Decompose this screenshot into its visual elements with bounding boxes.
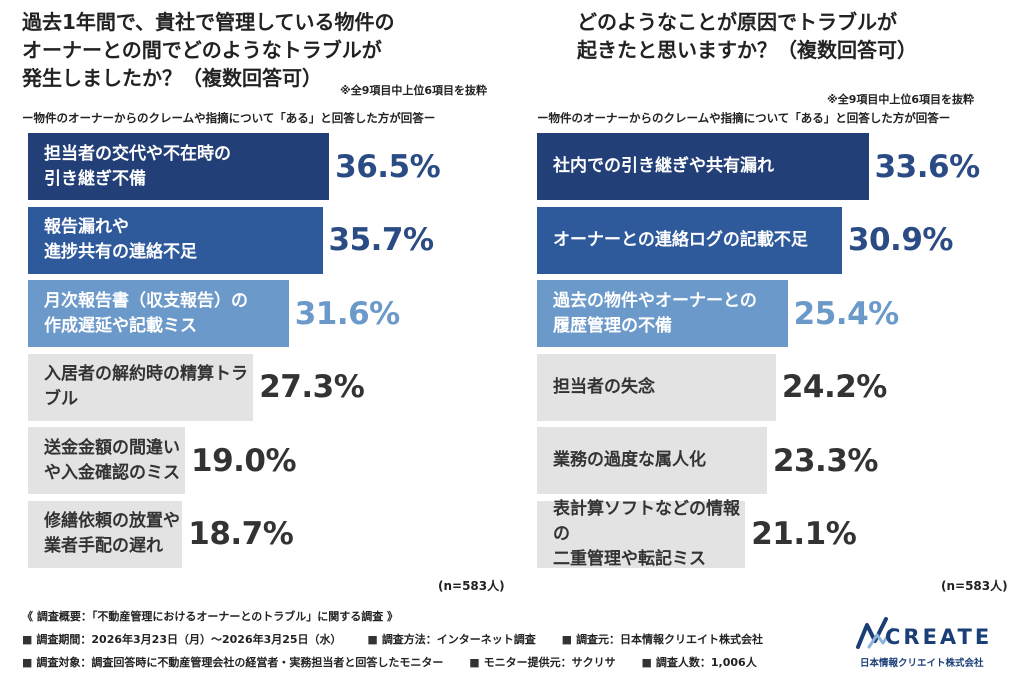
bar-6: 表計算ソフトなどの情報の 二重管理や転記ミス [537,499,746,569]
bar-value-label: 21.1% [751,516,857,552]
bar-value-label: 27.3% [259,369,365,405]
logo-wordmark: CREATE [885,625,993,649]
bar-label: 過去の物件やオーナーとの 履歴管理の不備 [553,290,757,336]
bar-1: 社内での引き継ぎや共有漏れ [537,133,869,200]
bar-value-label: 35.7% [328,222,435,258]
survey-period: 調査期間：2026年3月23日（月）〜2026年3月25日（水） [36,633,342,646]
company-logo: CREATE 日本情報クリエイト株式会社 [855,611,995,671]
bullet-icon: ■ [469,656,480,669]
bullet-icon: ■ [22,633,33,646]
monitor-provider: モニター提供元：サクリサ [483,656,616,669]
sample-size: (n=583人) [438,579,505,593]
create-logo-icon [856,617,894,649]
chart-title: 過去1年間で、貴社で管理している物件の オーナーとの間でどのようなトラブルが 発… [22,10,395,90]
bar-3: 月次報告書（収支報告）の 作成遅延や記載ミス [28,280,289,347]
bar-value-label: 36.5% [335,148,441,185]
bar-3: 過去の物件やオーナーとの 履歴管理の不備 [537,280,788,347]
bar-area: 社内での引き継ぎや共有漏れ 33.6% オーナーとの連絡ログの記載不足 30.9% 過去… [507,133,1015,573]
bar-label: 担当者の失念 [553,376,655,397]
bar-label: 入居者の解約時の精算トラブル [44,364,248,409]
chart-subtitle: ー物件のオーナーからのクレームや指摘について「ある」と回答した方が回答ー [537,111,951,125]
bar-label: 担当者の交代や不在時の 引き継ぎ不備 [44,143,231,189]
respondent-count: 調査人数：1,006人 [655,656,757,669]
bullet-icon: ■ [22,656,33,669]
bar-value-label: 23.3% [772,442,879,479]
bullet-icon: ■ [367,633,378,646]
bar-value-label: 33.6% [874,148,981,185]
bar-5: 送金金額の間違いや入金確認のミス [28,427,185,494]
survey-target: 調査対象：調査回答時に不動産管理会社の経営者・実務担当者と回答したモニター [36,656,444,669]
survey-method: 調査方法：インターネット調査 [381,633,536,646]
bullet-icon: ■ [641,656,652,669]
chart-note: ※全9項目中上位6項目を抜粋 [827,93,975,106]
bar-label: 表計算ソフトなどの情報の 二重管理や転記ミス [553,498,740,569]
bar-label: 修繕依頼の放置や業者手配の遅れ [44,511,180,556]
bar-label: 報告漏れや 進捗共有の連絡不足 [44,217,197,262]
bar-area: 担当者の交代や不在時の 引き継ぎ不備 36.5% 報告漏れや 進捗共有の連絡不足 35… [0,133,507,573]
chart-note: ※全9項目中上位6項目を抜粋 [340,84,488,97]
bar-4: 担当者の失念 [537,353,776,421]
bar-label: 月次報告書（収支報告）の 作成遅延や記載ミス [44,290,248,336]
bar-1: 担当者の交代や不在時の 引き継ぎ不備 [28,133,330,200]
chart-title: どのようなことが原因でトラブルが 起きたと思いますか？（複数回答可） [577,10,917,62]
bar-2: 報告漏れや 進捗共有の連絡不足 [28,206,323,274]
bar-2: オーナーとの連絡ログの記載不足 [537,206,842,274]
bar-label: 業務の過度な属人化 [553,450,706,470]
chart-subtitle: ー物件のオーナーからのクレームや指摘について「ある」と回答した方が回答ー [22,111,436,125]
bar-value-label: 19.0% [191,442,297,479]
bar-value-label: 31.6% [294,295,401,332]
survey-organizer: 調査元：日本情報クリエイト株式会社 [576,633,764,646]
sample-size: (n=583人) [941,579,1008,593]
bar-label: オーナーとの連絡ログの記載不足 [553,229,808,250]
bar-label: 社内での引き継ぎや共有漏れ [553,156,774,176]
bullet-icon: ■ [561,633,573,646]
bar-value-label: 24.2% [781,369,888,405]
bar-5: 業務の過度な属人化 [537,427,767,494]
bar-6: 修繕依頼の放置や業者手配の遅れ [28,500,183,568]
logo-company-name: 日本情報クリエイト株式会社 [860,658,984,669]
bar-label: 送金金額の間違いや入金確認のミス [44,437,180,483]
bar-value-label: 30.9% [847,222,954,258]
survey-details-row-1: ■ 調査期間：2026年3月23日（月）〜2026年3月25日（水） ■ 調査方法：… [22,631,763,647]
bar-4: 入居者の解約時の精算トラブル [28,353,254,421]
bar-value-label: 25.4% [793,295,900,332]
survey-overview: 《 調査概要：「不動産管理におけるオーナーとのトラブル」に関する調査 》 [22,610,399,623]
survey-details-row-2: ■ 調査対象：調査回答時に不動産管理会社の経営者・実務担当者と回答したモニター ■… [22,654,757,670]
bar-value-label: 18.7% [188,516,294,552]
